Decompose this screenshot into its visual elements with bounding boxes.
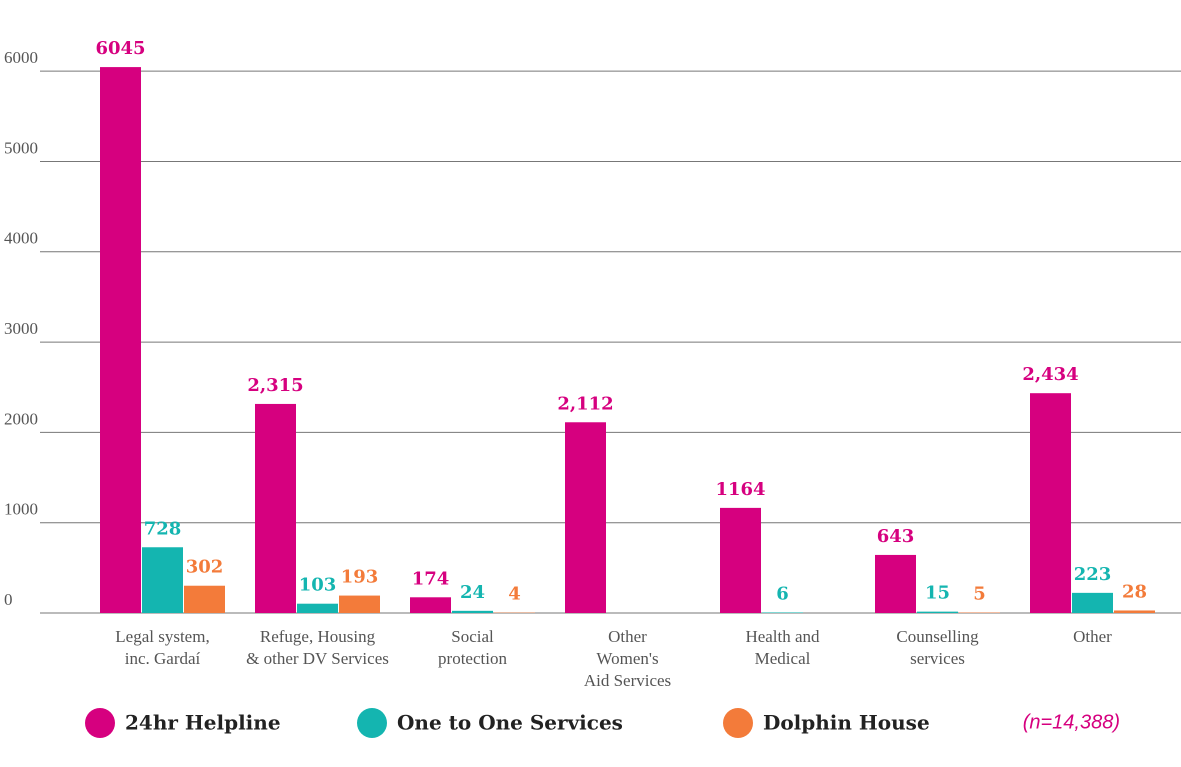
y-tick-label: 0 [4, 590, 13, 609]
value-label: 28 [1122, 581, 1147, 602]
x-tick-label: Refuge, Housing & other DV Services [246, 627, 389, 668]
x-tick-label: Other [1073, 627, 1112, 646]
y-tick-label: 6000 [4, 48, 38, 67]
bar [875, 554, 916, 613]
legend-label: Dolphin House [763, 711, 930, 735]
x-tick-label: Legal system, inc. Gardaí [115, 627, 209, 668]
value-label: 2,434 [1022, 364, 1078, 385]
bar [410, 597, 451, 613]
bar [720, 507, 761, 613]
legend-swatch [85, 708, 115, 738]
value-label: 15 [925, 583, 950, 604]
value-label: 2,315 [247, 375, 303, 396]
bar [565, 422, 606, 613]
value-label: 4 [508, 584, 521, 605]
bar [1030, 393, 1071, 613]
legend-label: 24hr Helpline [125, 711, 281, 735]
value-label: 2,112 [557, 393, 613, 414]
y-tick-label: 5000 [4, 138, 38, 157]
bar [255, 403, 296, 613]
bar [762, 612, 803, 613]
legend-swatch [357, 708, 387, 738]
value-label: 24 [460, 582, 485, 603]
y-tick-label: 3000 [4, 319, 38, 338]
x-tick-label: Counselling services [896, 627, 979, 668]
legend-swatch [723, 708, 753, 738]
bar [1114, 610, 1155, 613]
value-label: 728 [144, 518, 182, 539]
value-label: 5 [973, 584, 986, 605]
y-tick-label: 1000 [4, 500, 38, 519]
value-label: 6045 [95, 38, 145, 59]
legend-label: One to One Services [397, 711, 623, 735]
bar [1072, 592, 1113, 613]
bar [339, 595, 380, 613]
y-tick-label: 4000 [4, 229, 38, 248]
bar [297, 603, 338, 613]
value-label: 1164 [715, 479, 765, 500]
annotation: (n=14,388) [1023, 711, 1120, 733]
value-label: 174 [412, 568, 450, 589]
x-tick-label: Other Women's Aid Services [584, 627, 671, 690]
y-tick-label: 2000 [4, 409, 38, 428]
value-label: 6 [776, 583, 789, 604]
value-label: 103 [299, 575, 337, 596]
bar [142, 547, 183, 613]
value-label: 302 [186, 557, 224, 578]
bar [184, 585, 225, 613]
value-label: 643 [877, 526, 915, 547]
x-tick-label: Health and Medical [745, 627, 820, 668]
bar [452, 610, 493, 613]
bar [917, 611, 958, 613]
value-label: 193 [341, 567, 379, 588]
value-label: 223 [1074, 564, 1112, 585]
x-tick-label: Social protection [438, 627, 507, 668]
bar [100, 67, 141, 614]
